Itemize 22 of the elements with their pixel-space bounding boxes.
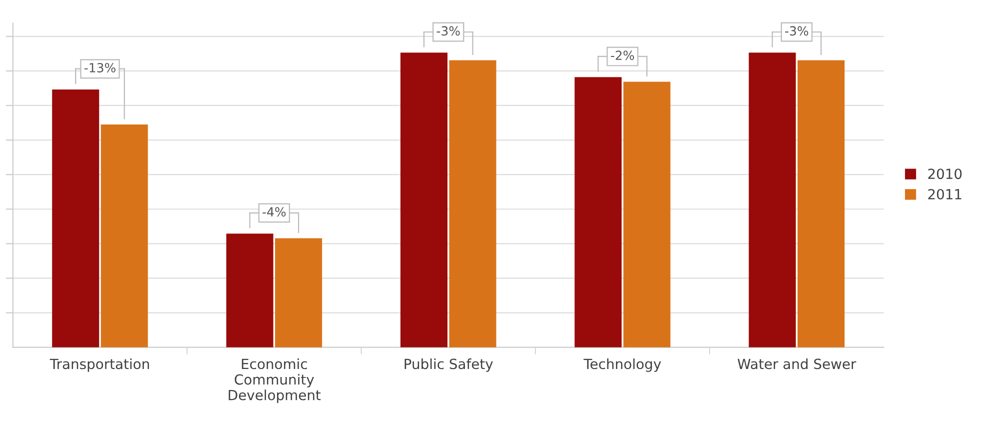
bar <box>275 238 322 348</box>
bar <box>449 60 496 348</box>
x-tick-label: Water and Sewer <box>738 358 856 370</box>
legend-label: 2010 <box>928 168 962 180</box>
bar <box>100 124 148 348</box>
x-tick-label: Public Safety <box>404 358 493 372</box>
bar <box>52 89 100 348</box>
annotation: -2% <box>610 50 634 60</box>
bar <box>226 234 274 348</box>
text: -3% <box>785 26 808 36</box>
legend-label: 2011 <box>928 188 962 200</box>
annotation: -4% <box>262 207 286 217</box>
bar <box>574 77 622 348</box>
annotation: -13% <box>84 63 116 72</box>
bar <box>798 60 845 348</box>
bar <box>400 52 448 348</box>
text: -3% <box>436 26 460 36</box>
bar <box>623 82 670 348</box>
x-tick-label: Transportation <box>50 358 149 372</box>
x-tick-label: Technology <box>584 358 661 372</box>
x-tick-label: Economic Community Development <box>228 358 321 403</box>
bar <box>748 52 796 348</box>
